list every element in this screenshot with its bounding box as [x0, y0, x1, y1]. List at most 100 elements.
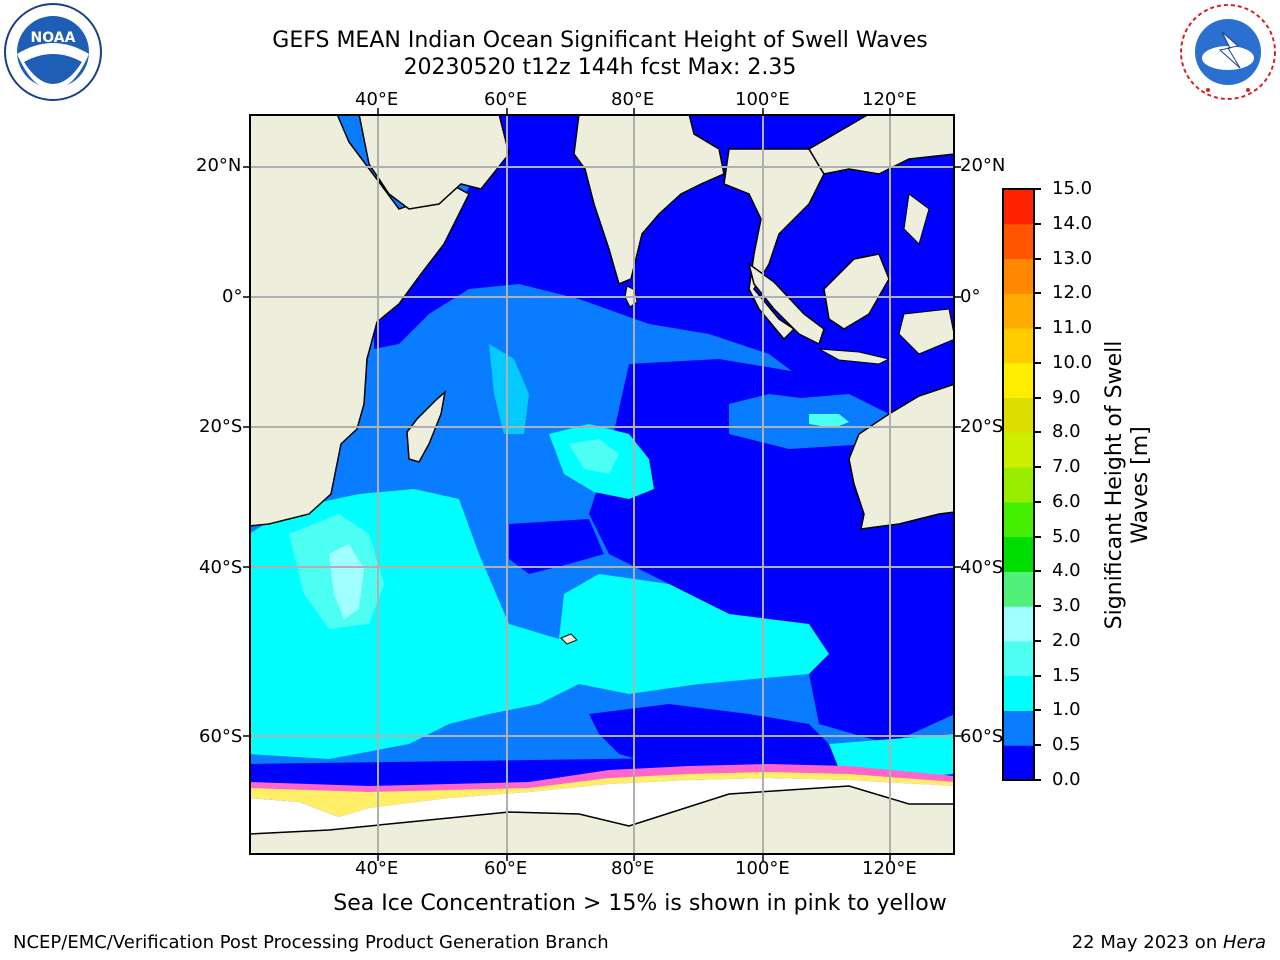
colorbar-tick-mark [1034, 500, 1041, 503]
sea-ice-edge-yellow [249, 772, 955, 817]
lon-label-top-80e: 80°E [611, 89, 655, 110]
lat-label-left-20n: 20°N [196, 155, 242, 176]
philippines [903, 193, 930, 245]
colorbar-tick-mark [1034, 188, 1041, 190]
colorbar-tick-label: 6.0 [1052, 490, 1081, 512]
colorbar-tick-label: 9.0 [1052, 386, 1081, 408]
lon-label-top-60e: 60°E [484, 89, 528, 110]
colorbar-tick-label: 1.5 [1052, 664, 1081, 686]
swell-cyan-south [249, 489, 829, 759]
colorbar-cell [1003, 501, 1034, 538]
colorbar-tick-label: 7.0 [1052, 456, 1081, 478]
colorbar-tick-mark [1034, 709, 1041, 712]
southeast-asia [723, 148, 825, 341]
colorbar-tick-mark [1034, 396, 1041, 399]
lon-label-bottom-40e: 40°E [355, 858, 399, 879]
sea-ice-caption: Sea Ice Concentration > 15% is shown in … [333, 891, 947, 916]
lon-label-bottom-120e: 120°E [862, 858, 917, 879]
colorbar-tick-mark [1034, 535, 1041, 538]
lat-label-right-0: 0° [960, 286, 981, 307]
antarctica [249, 785, 955, 855]
swell-max-southwest [329, 544, 364, 619]
colorbar-tick-mark [1034, 744, 1041, 747]
map-ticks [243, 108, 961, 861]
australia [848, 383, 955, 530]
noaa-logo-text: NOAA [31, 30, 76, 46]
colorbar-tick-mark [1034, 222, 1041, 225]
colorbar-tick-label: 3.0 [1052, 595, 1081, 617]
colorbar-tick-label: 0.0 [1052, 769, 1081, 790]
new-guinea-edge [898, 308, 955, 355]
lat-label-left-0: 0° [222, 286, 243, 307]
map-title: GEFS MEAN Indian Ocean Significant Heigh… [272, 28, 928, 53]
colorbar-tick-mark [1034, 292, 1041, 295]
lat-label-left-40s: 40°S [199, 557, 243, 578]
graticule [249, 114, 955, 855]
colorbar-tick-label: 10.0 [1052, 351, 1093, 373]
lat-label-left-60s: 60°S [199, 726, 243, 747]
footer-date: 22 May 2023 on Hera [1071, 932, 1266, 953]
colorbar-tick-mark [1034, 257, 1041, 260]
colorbar-cell [1003, 432, 1034, 468]
noaa-logo: NOAA [4, 3, 102, 101]
swell-height-map [249, 114, 955, 855]
colorbar-cell [1003, 293, 1034, 329]
lon-label-top-100e: 100°E [735, 89, 790, 110]
lat-label-left-20s: 20°S [199, 416, 243, 437]
lat-label-right-20n: 20°N [960, 155, 1006, 176]
colorbar-tick-label: 13.0 [1052, 247, 1093, 269]
colorbar-label-line1: Significant Height of Swell [1102, 340, 1127, 630]
lon-label-bottom-60e: 60°E [484, 858, 528, 879]
colorbar-tick-mark [1034, 674, 1041, 677]
colorbar-cell [1003, 675, 1034, 711]
sumatra [747, 262, 825, 346]
colorbar-tick-label: 11.0 [1052, 317, 1093, 339]
colorbar-tick-label: 4.0 [1052, 560, 1081, 582]
china [807, 114, 955, 175]
lon-label-top-40e: 40°E [355, 89, 399, 110]
colorbar-tick-mark [1034, 779, 1041, 781]
colorbar-tick-label: 0.5 [1052, 734, 1081, 756]
colorbar [1002, 188, 1035, 781]
lon-label-bottom-80e: 80°E [611, 858, 655, 879]
colorbar-cell [1003, 640, 1034, 677]
colorbar-tick-mark [1034, 639, 1041, 642]
colorbar-cell [1003, 745, 1034, 781]
lat-label-right-20s: 20°S [960, 416, 1004, 437]
colorbar-tick-mark [1034, 431, 1041, 434]
colorbar-cell [1003, 189, 1034, 225]
lon-label-bottom-100e: 100°E [735, 858, 790, 879]
colorbar-tick-mark [1034, 605, 1041, 608]
colorbar-label: Significant Height of Swell Waves [m] [1102, 320, 1154, 650]
colorbar-tick-label: 14.0 [1052, 212, 1093, 234]
colorbar-tick-label: 2.0 [1052, 629, 1081, 651]
lon-label-top-120e: 120°E [862, 89, 917, 110]
colorbar-tick-label: 8.0 [1052, 421, 1081, 443]
colorbar-cell [1003, 710, 1034, 746]
colorbar-cell [1003, 223, 1034, 260]
colorbar-cell [1003, 362, 1034, 399]
colorbar-ticks: 0.0 0.5 1.0 1.5 2.0 3.0 4.0 5.0 6.0 7.0 8.0 9.0 10.0… [1034, 178, 1102, 790]
nws-logo [1180, 4, 1276, 100]
lat-label-right-60s: 60°S [960, 726, 1004, 747]
colorbar-label-line2: Waves [m] [1128, 426, 1153, 544]
colorbar-cell [1003, 571, 1034, 607]
footer-branch: NCEP/EMC/Verification Post Processing Pr… [13, 932, 609, 953]
colorbar-tick-label: 12.0 [1052, 282, 1093, 304]
colorbar-cell [1003, 258, 1034, 294]
map-subtitle: 20230520 t12z 144h fcst Max: 2.35 [403, 55, 797, 80]
colorbar-tick-mark [1034, 327, 1041, 330]
colorbar-tick-label: 1.0 [1052, 699, 1081, 721]
colorbar-tick-label: 15.0 [1052, 178, 1093, 199]
colorbar-cell [1003, 606, 1034, 642]
kerguelen [560, 633, 578, 645]
low-swell-central [509, 519, 604, 574]
footer-machine: Hera [1222, 932, 1266, 953]
colorbar-cell [1003, 328, 1034, 364]
lat-label-right-40s: 40°S [960, 557, 1004, 578]
map-frame [249, 114, 955, 855]
colorbar-cell [1003, 467, 1034, 503]
colorbar-tick-label: 5.0 [1052, 525, 1081, 547]
colorbar-tick-mark [1034, 570, 1041, 573]
colorbar-cell [1003, 397, 1034, 433]
